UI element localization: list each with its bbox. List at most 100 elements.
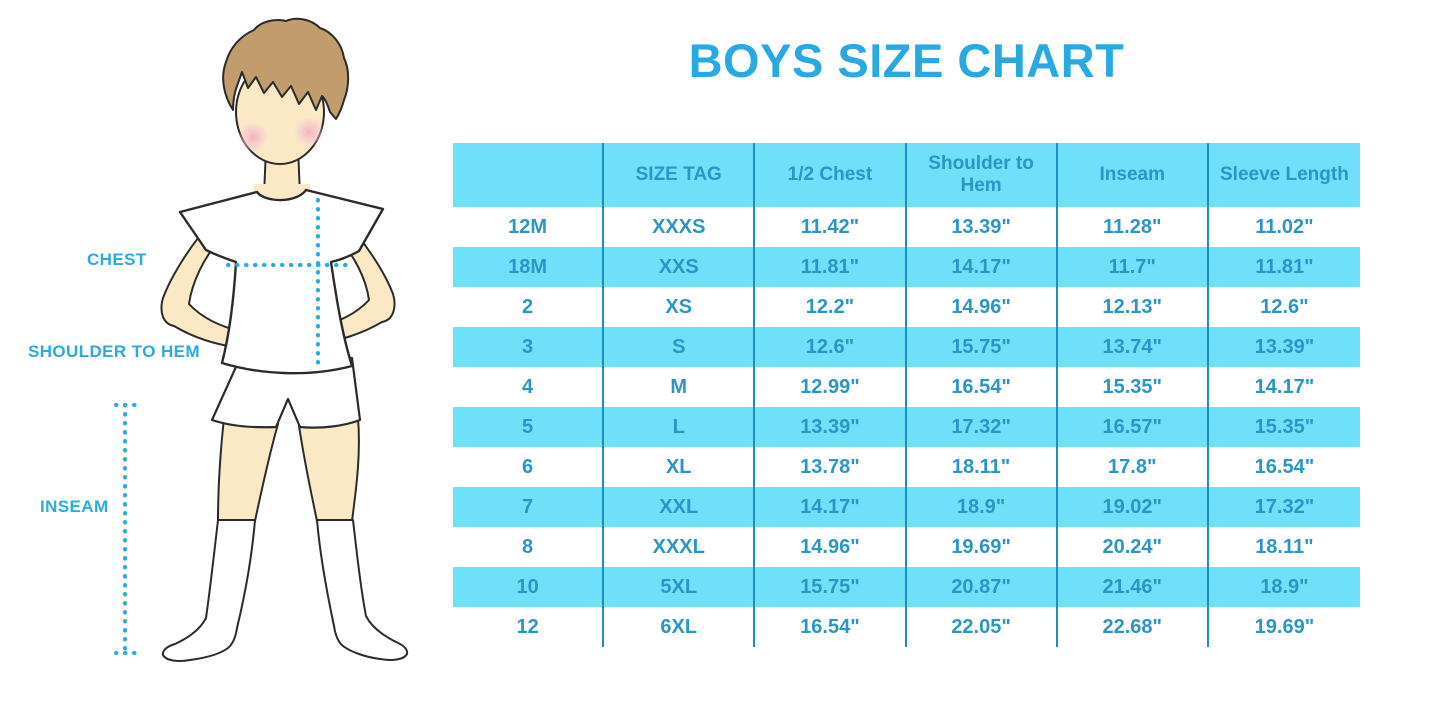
right-thigh bbox=[297, 416, 360, 522]
table-cell: 22.68" bbox=[1058, 607, 1209, 647]
table-cell: 18.9" bbox=[1260, 575, 1309, 598]
table-cell: XL bbox=[604, 447, 756, 487]
table-cell: 15.75" bbox=[907, 327, 1058, 367]
table-cell: 16.57" bbox=[1058, 407, 1209, 447]
table-cell: 14.96" bbox=[907, 287, 1058, 327]
left-arm bbox=[160, 225, 244, 349]
table-cell: 13.39" bbox=[755, 407, 907, 447]
table-cell: 18.11" bbox=[907, 447, 1058, 487]
table-cell: 5XL bbox=[604, 567, 756, 607]
table-cell: XXXL bbox=[604, 527, 756, 567]
table-cell: 16.54" bbox=[907, 367, 1058, 407]
boy-measurement-illustration bbox=[114, 17, 409, 662]
row-size-label: 18M bbox=[453, 247, 605, 287]
table-row: 10 5XL 15.75" 20.87" 21.46" 18.9" bbox=[453, 567, 1360, 607]
table-row: 5 L 13.39" 17.32" 16.57" 15.35" bbox=[453, 407, 1360, 447]
row-size-label: 2 bbox=[453, 287, 605, 327]
right-arm bbox=[314, 223, 396, 345]
table-header-row: SIZE TAG 1/2 Chest Shoulder to Hem Inseam Sl… bbox=[453, 143, 1360, 207]
table-cell: 19.69" bbox=[907, 527, 1058, 567]
table-cell: XS bbox=[604, 287, 756, 327]
table-cell: 14.17" bbox=[1254, 375, 1315, 398]
table-cell: 19.69" bbox=[1254, 615, 1315, 638]
table-cell: 14.17" bbox=[755, 487, 907, 527]
right-sock bbox=[316, 519, 409, 661]
table-cell: XXXS bbox=[604, 207, 756, 247]
table-cell: 11.7" bbox=[1058, 247, 1209, 287]
table-cell: 12.6" bbox=[755, 327, 907, 367]
table-cell: S bbox=[604, 327, 756, 367]
column-header: 1/2 Chest bbox=[755, 143, 907, 207]
table-cell: 15.75" bbox=[755, 567, 907, 607]
table-cell: 15.35" bbox=[1254, 415, 1315, 438]
inseam-label: INSEAM bbox=[40, 497, 109, 516]
table-cell: 12.2" bbox=[755, 287, 907, 327]
table-cell: 12.13" bbox=[1058, 287, 1209, 327]
table-cell: L bbox=[604, 407, 756, 447]
table-cell: 22.05" bbox=[907, 607, 1058, 647]
table-row: 8 XXXL 14.96" 19.69" 20.24" 18.11" bbox=[453, 527, 1360, 567]
table-row: 3 S 12.6" 15.75" 13.74" 13.39" bbox=[453, 327, 1360, 367]
column-header: Shoulder to Hem bbox=[907, 143, 1058, 207]
table-row: 4 M 12.99" 16.54" 15.35" 14.17" bbox=[453, 367, 1360, 407]
table-cell: 20.87" bbox=[907, 567, 1058, 607]
row-size-label: 10 bbox=[453, 567, 605, 607]
row-size-label: 12M bbox=[453, 207, 605, 247]
table-cell: 13.74" bbox=[1058, 327, 1209, 367]
table-cell: 12.6" bbox=[1260, 295, 1309, 318]
table-cell: 19.02" bbox=[1058, 487, 1209, 527]
table-row: 7 XXL 14.17" 18.9" 19.02" 17.32" bbox=[453, 487, 1360, 527]
table-cell: 14.17" bbox=[907, 247, 1058, 287]
row-size-label: 7 bbox=[453, 487, 605, 527]
left-thigh bbox=[216, 416, 280, 522]
table-cell: 13.39" bbox=[907, 207, 1058, 247]
table-cell: 14.96" bbox=[755, 527, 907, 567]
shoulder-to-hem-label: SHOULDER TO HEM bbox=[28, 342, 200, 361]
row-size-label: 6 bbox=[453, 447, 605, 487]
table-cell: 15.35" bbox=[1058, 367, 1209, 407]
table-cell: 11.42" bbox=[755, 207, 907, 247]
table-cell: 20.24" bbox=[1058, 527, 1209, 567]
table-cell: XXS bbox=[604, 247, 756, 287]
row-size-label: 4 bbox=[453, 367, 605, 407]
chest-label: CHEST bbox=[87, 250, 147, 269]
table-row: 2 XS 12.2" 14.96" 12.13" 12.6" bbox=[453, 287, 1360, 327]
table-cell: 17.32" bbox=[907, 407, 1058, 447]
table-cell: 11.02" bbox=[1255, 215, 1314, 238]
column-header: Inseam bbox=[1058, 143, 1209, 207]
table-cell: 6XL bbox=[604, 607, 756, 647]
hair bbox=[222, 17, 350, 120]
row-size-label: 5 bbox=[453, 407, 605, 447]
table-cell: 12.99" bbox=[755, 367, 907, 407]
row-size-label: 12 bbox=[453, 607, 605, 647]
table-row: 18M XXS 11.81" 14.17" 11.7" 11.81" bbox=[453, 247, 1360, 287]
table-cell: 13.39" bbox=[1254, 335, 1315, 358]
column-header bbox=[453, 143, 605, 207]
table-cell: 17.8" bbox=[1058, 447, 1209, 487]
shorts bbox=[210, 356, 362, 429]
left-cheek-blush bbox=[238, 122, 268, 152]
table-row: 6 XL 13.78" 18.11" 17.8" 16.54" bbox=[453, 447, 1360, 487]
table-cell: M bbox=[604, 367, 756, 407]
t-shirt bbox=[178, 188, 385, 375]
table-cell: 21.46" bbox=[1058, 567, 1209, 607]
table-cell: 11.28" bbox=[1058, 207, 1209, 247]
page-title: BOYS SIZE CHART bbox=[688, 34, 1125, 87]
row-size-label: 3 bbox=[453, 327, 605, 367]
table-cell: 18.11" bbox=[1255, 535, 1314, 558]
table-cell: 16.54" bbox=[1254, 455, 1315, 478]
shoulder-skin bbox=[254, 184, 310, 198]
right-cheek-blush bbox=[294, 117, 324, 147]
table-cell: XXL bbox=[604, 487, 756, 527]
table-cell: 13.78" bbox=[755, 447, 907, 487]
left-sock bbox=[161, 519, 256, 662]
row-size-label: 8 bbox=[453, 527, 605, 567]
table-cell: 11.81" bbox=[755, 247, 907, 287]
table-cell: 16.54" bbox=[755, 607, 907, 647]
table-cell: 17.32" bbox=[1254, 495, 1315, 518]
column-header: Sleeve Length bbox=[1220, 164, 1349, 186]
table-row: 12 6XL 16.54" 22.05" 22.68" 19.69" bbox=[453, 607, 1360, 647]
column-header: SIZE TAG bbox=[604, 143, 756, 207]
size-table: SIZE TAG 1/2 Chest Shoulder to Hem Inseam Sl… bbox=[453, 143, 1360, 647]
table-cell: 18.9" bbox=[907, 487, 1058, 527]
